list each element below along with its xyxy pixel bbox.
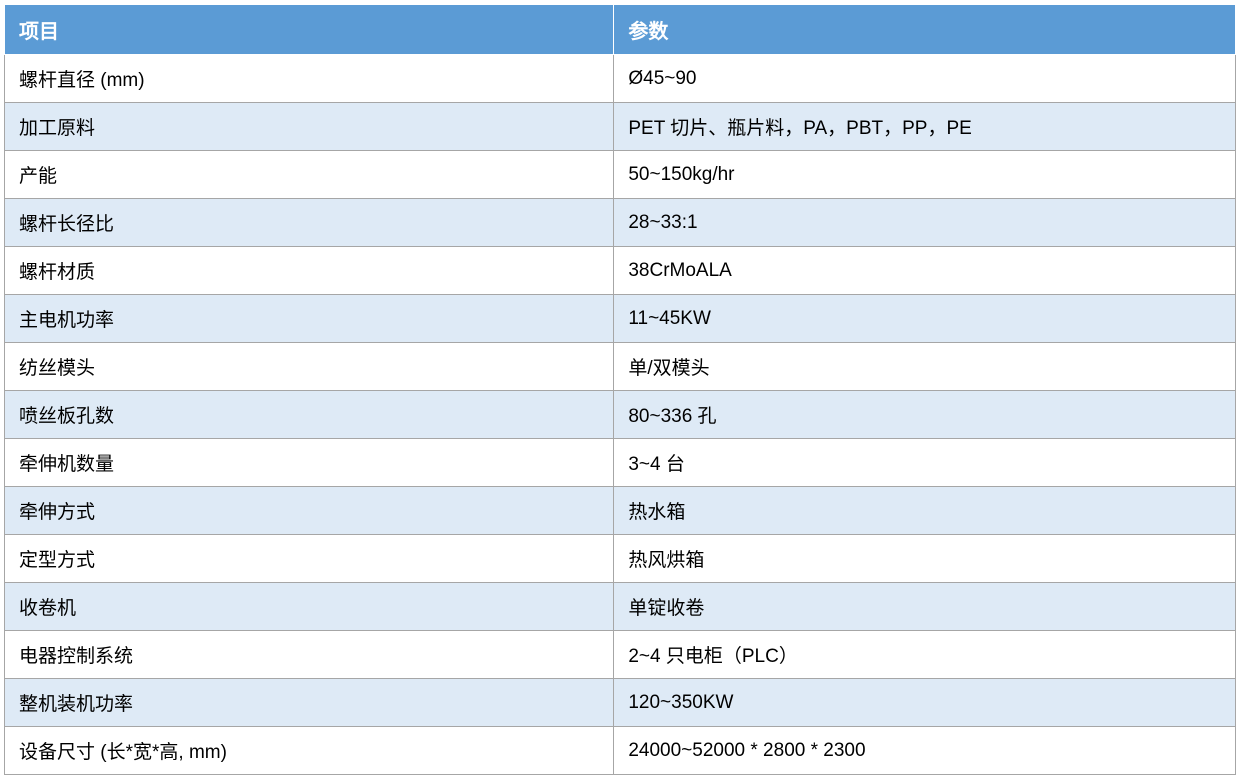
cell-label: 螺杆材质 bbox=[5, 247, 614, 295]
table-header-value: 参数 bbox=[614, 5, 1236, 55]
cell-label: 螺杆长径比 bbox=[5, 199, 614, 247]
table-row: 电器控制系统 2~4 只电柜（PLC） bbox=[5, 631, 1236, 679]
table-header-row: 项目 参数 bbox=[5, 5, 1236, 55]
table-row: 产能 50~150kg/hr bbox=[5, 151, 1236, 199]
cell-value: 2~4 只电柜（PLC） bbox=[614, 631, 1236, 679]
table-row: 纺丝模头 单/双模头 bbox=[5, 343, 1236, 391]
cell-label: 纺丝模头 bbox=[5, 343, 614, 391]
cell-value: 50~150kg/hr bbox=[614, 151, 1236, 199]
cell-label: 整机装机功率 bbox=[5, 679, 614, 727]
table-row: 螺杆直径 (mm) Ø45~90 bbox=[5, 55, 1236, 103]
cell-label: 产能 bbox=[5, 151, 614, 199]
table-row: 螺杆长径比 28~33:1 bbox=[5, 199, 1236, 247]
cell-label: 电器控制系统 bbox=[5, 631, 614, 679]
cell-value: 28~33:1 bbox=[614, 199, 1236, 247]
cell-value: 单锭收卷 bbox=[614, 583, 1236, 631]
cell-value: PET 切片、瓶片料，PA，PBT，PP，PE bbox=[614, 103, 1236, 151]
cell-value: 热水箱 bbox=[614, 487, 1236, 535]
table-header-label: 项目 bbox=[5, 5, 614, 55]
spec-table: 项目 参数 螺杆直径 (mm) Ø45~90 加工原料 PET 切片、瓶片料，P… bbox=[4, 4, 1236, 775]
cell-value: 11~45KW bbox=[614, 295, 1236, 343]
table-row: 牵伸方式 热水箱 bbox=[5, 487, 1236, 535]
cell-value: 80~336 孔 bbox=[614, 391, 1236, 439]
cell-label: 螺杆直径 (mm) bbox=[5, 55, 614, 103]
cell-label: 牵伸机数量 bbox=[5, 439, 614, 487]
cell-value: Ø45~90 bbox=[614, 55, 1236, 103]
cell-value: 38CrMoALA bbox=[614, 247, 1236, 295]
table-row: 螺杆材质 38CrMoALA bbox=[5, 247, 1236, 295]
cell-value: 24000~52000 * 2800 * 2300 bbox=[614, 727, 1236, 775]
spec-table-container: 项目 参数 螺杆直径 (mm) Ø45~90 加工原料 PET 切片、瓶片料，P… bbox=[4, 4, 1236, 775]
table-row: 整机装机功率 120~350KW bbox=[5, 679, 1236, 727]
cell-value: 热风烘箱 bbox=[614, 535, 1236, 583]
cell-value: 3~4 台 bbox=[614, 439, 1236, 487]
table-row: 收卷机 单锭收卷 bbox=[5, 583, 1236, 631]
table-row: 牵伸机数量 3~4 台 bbox=[5, 439, 1236, 487]
table-row: 主电机功率 11~45KW bbox=[5, 295, 1236, 343]
cell-label: 喷丝板孔数 bbox=[5, 391, 614, 439]
table-row: 加工原料 PET 切片、瓶片料，PA，PBT，PP，PE bbox=[5, 103, 1236, 151]
cell-label: 加工原料 bbox=[5, 103, 614, 151]
cell-label: 主电机功率 bbox=[5, 295, 614, 343]
cell-label: 定型方式 bbox=[5, 535, 614, 583]
cell-value: 120~350KW bbox=[614, 679, 1236, 727]
cell-label: 牵伸方式 bbox=[5, 487, 614, 535]
cell-label: 设备尺寸 (长*宽*高, mm) bbox=[5, 727, 614, 775]
table-row: 喷丝板孔数 80~336 孔 bbox=[5, 391, 1236, 439]
table-row: 定型方式 热风烘箱 bbox=[5, 535, 1236, 583]
table-row: 设备尺寸 (长*宽*高, mm) 24000~52000 * 2800 * 23… bbox=[5, 727, 1236, 775]
cell-value: 单/双模头 bbox=[614, 343, 1236, 391]
cell-label: 收卷机 bbox=[5, 583, 614, 631]
